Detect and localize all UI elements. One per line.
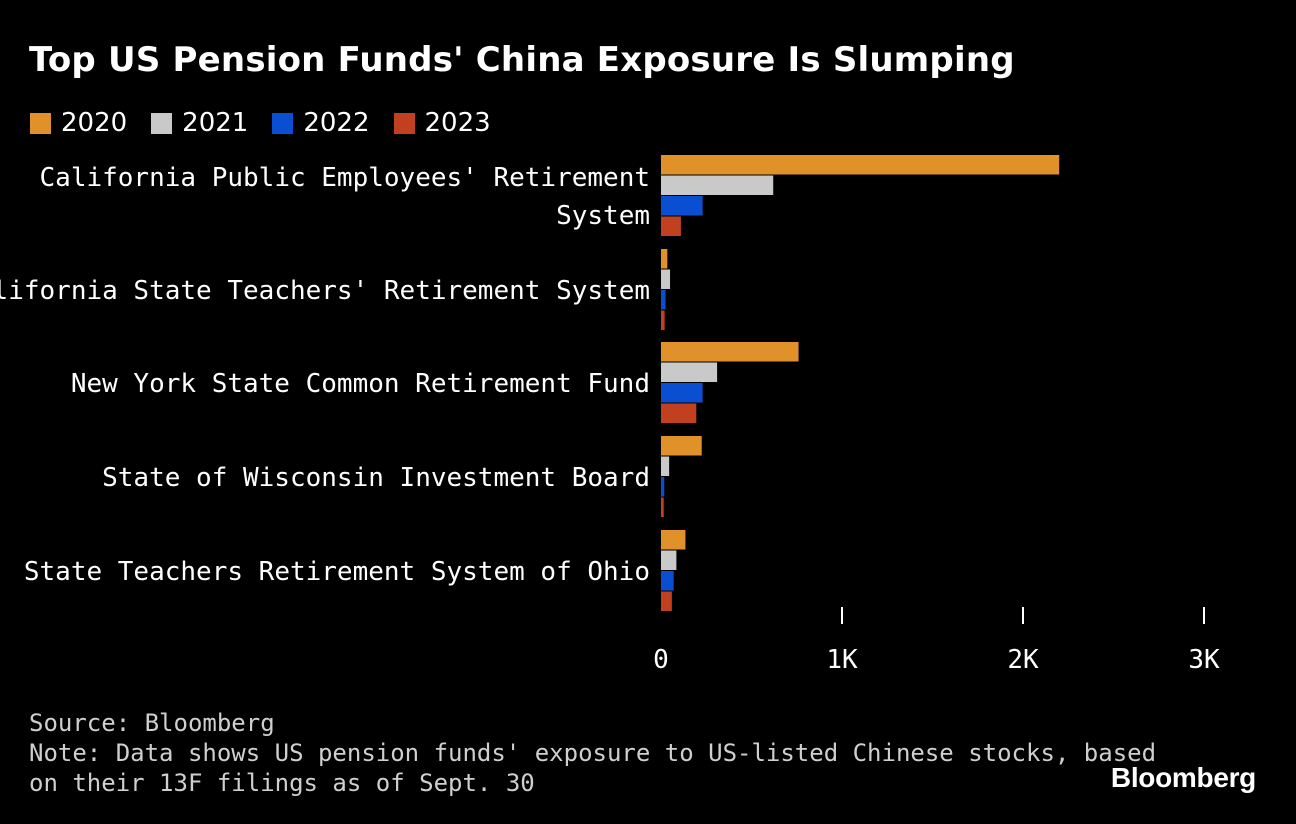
data-note-line-1: Note: Data shows US pension funds' expos… [29,739,1157,767]
x-tick-label-1: 1K [826,645,858,675]
legend-item-2022: 2022 [272,108,370,138]
x-tick-label-3: 3K [1188,645,1220,675]
bar-2020-1 [661,249,668,269]
bar-2022-4 [661,571,674,591]
category-label-0-1: System [556,201,650,231]
legend-item-2023: 2023 [393,108,491,138]
data-note-line-2: on their 13F filings as of Sept. 30 [29,769,535,797]
bar-2021-1 [661,269,671,289]
bar-2020-0 [661,155,1060,175]
bar-2021-3 [661,456,670,476]
x-tick-label-2: 2K [1007,645,1039,675]
legend-label-2021: 2021 [182,108,249,138]
bar-2023-4 [661,591,672,611]
bar-2023-3 [661,497,664,517]
category-label-1-0: California State Teachers' Retirement Sy… [0,276,650,306]
legend-swatch-2021 [151,112,173,134]
category-label-2-0: New York State Common Retirement Fund [71,369,650,399]
legend-label-2023: 2023 [424,108,491,138]
legend-item-2021: 2021 [151,108,248,138]
bar-2021-0 [661,175,774,195]
bar-2022-3 [661,477,665,497]
chart-title: Top US Pension Funds' China Exposure Is … [29,40,1015,80]
bar-2023-0 [661,216,681,236]
legend-swatch-2023 [393,112,415,134]
bar-2022-0 [661,196,703,216]
legend-label-2022: 2022 [303,108,370,138]
bar-2022-2 [661,383,703,403]
bar-2023-2 [661,403,697,423]
bar-2020-3 [661,436,702,456]
category-label-0-0: California Public Employees' Retirement [40,163,650,193]
source-note: Source: Bloomberg [29,709,275,737]
bloomberg-logo: Bloomberg [1110,762,1256,793]
bar-chart: California Public Employees' Retirement S… [0,155,1220,675]
bar-2021-4 [661,550,677,570]
x-tick-label-0: 0 [653,645,669,675]
bar-2020-2 [661,342,799,362]
legend: 2020 2021 2022 2023 [30,108,515,138]
category-label-4-0: State Teachers Retirement System of Ohio [24,557,650,587]
category-label-3-0: State of Wisconsin Investment Board [102,463,650,493]
chart-footer: Source: Bloomberg Note: Data shows US pe… [29,708,1156,798]
bar-2022-1 [661,290,666,310]
legend-item-2020: 2020 [30,108,127,138]
legend-swatch-2022 [272,112,294,134]
legend-label-2020: 2020 [61,108,128,138]
legend-swatch-2020 [30,112,51,134]
bar-2021-2 [661,362,718,382]
bar-2020-4 [661,530,686,550]
bar-2023-1 [661,310,665,330]
